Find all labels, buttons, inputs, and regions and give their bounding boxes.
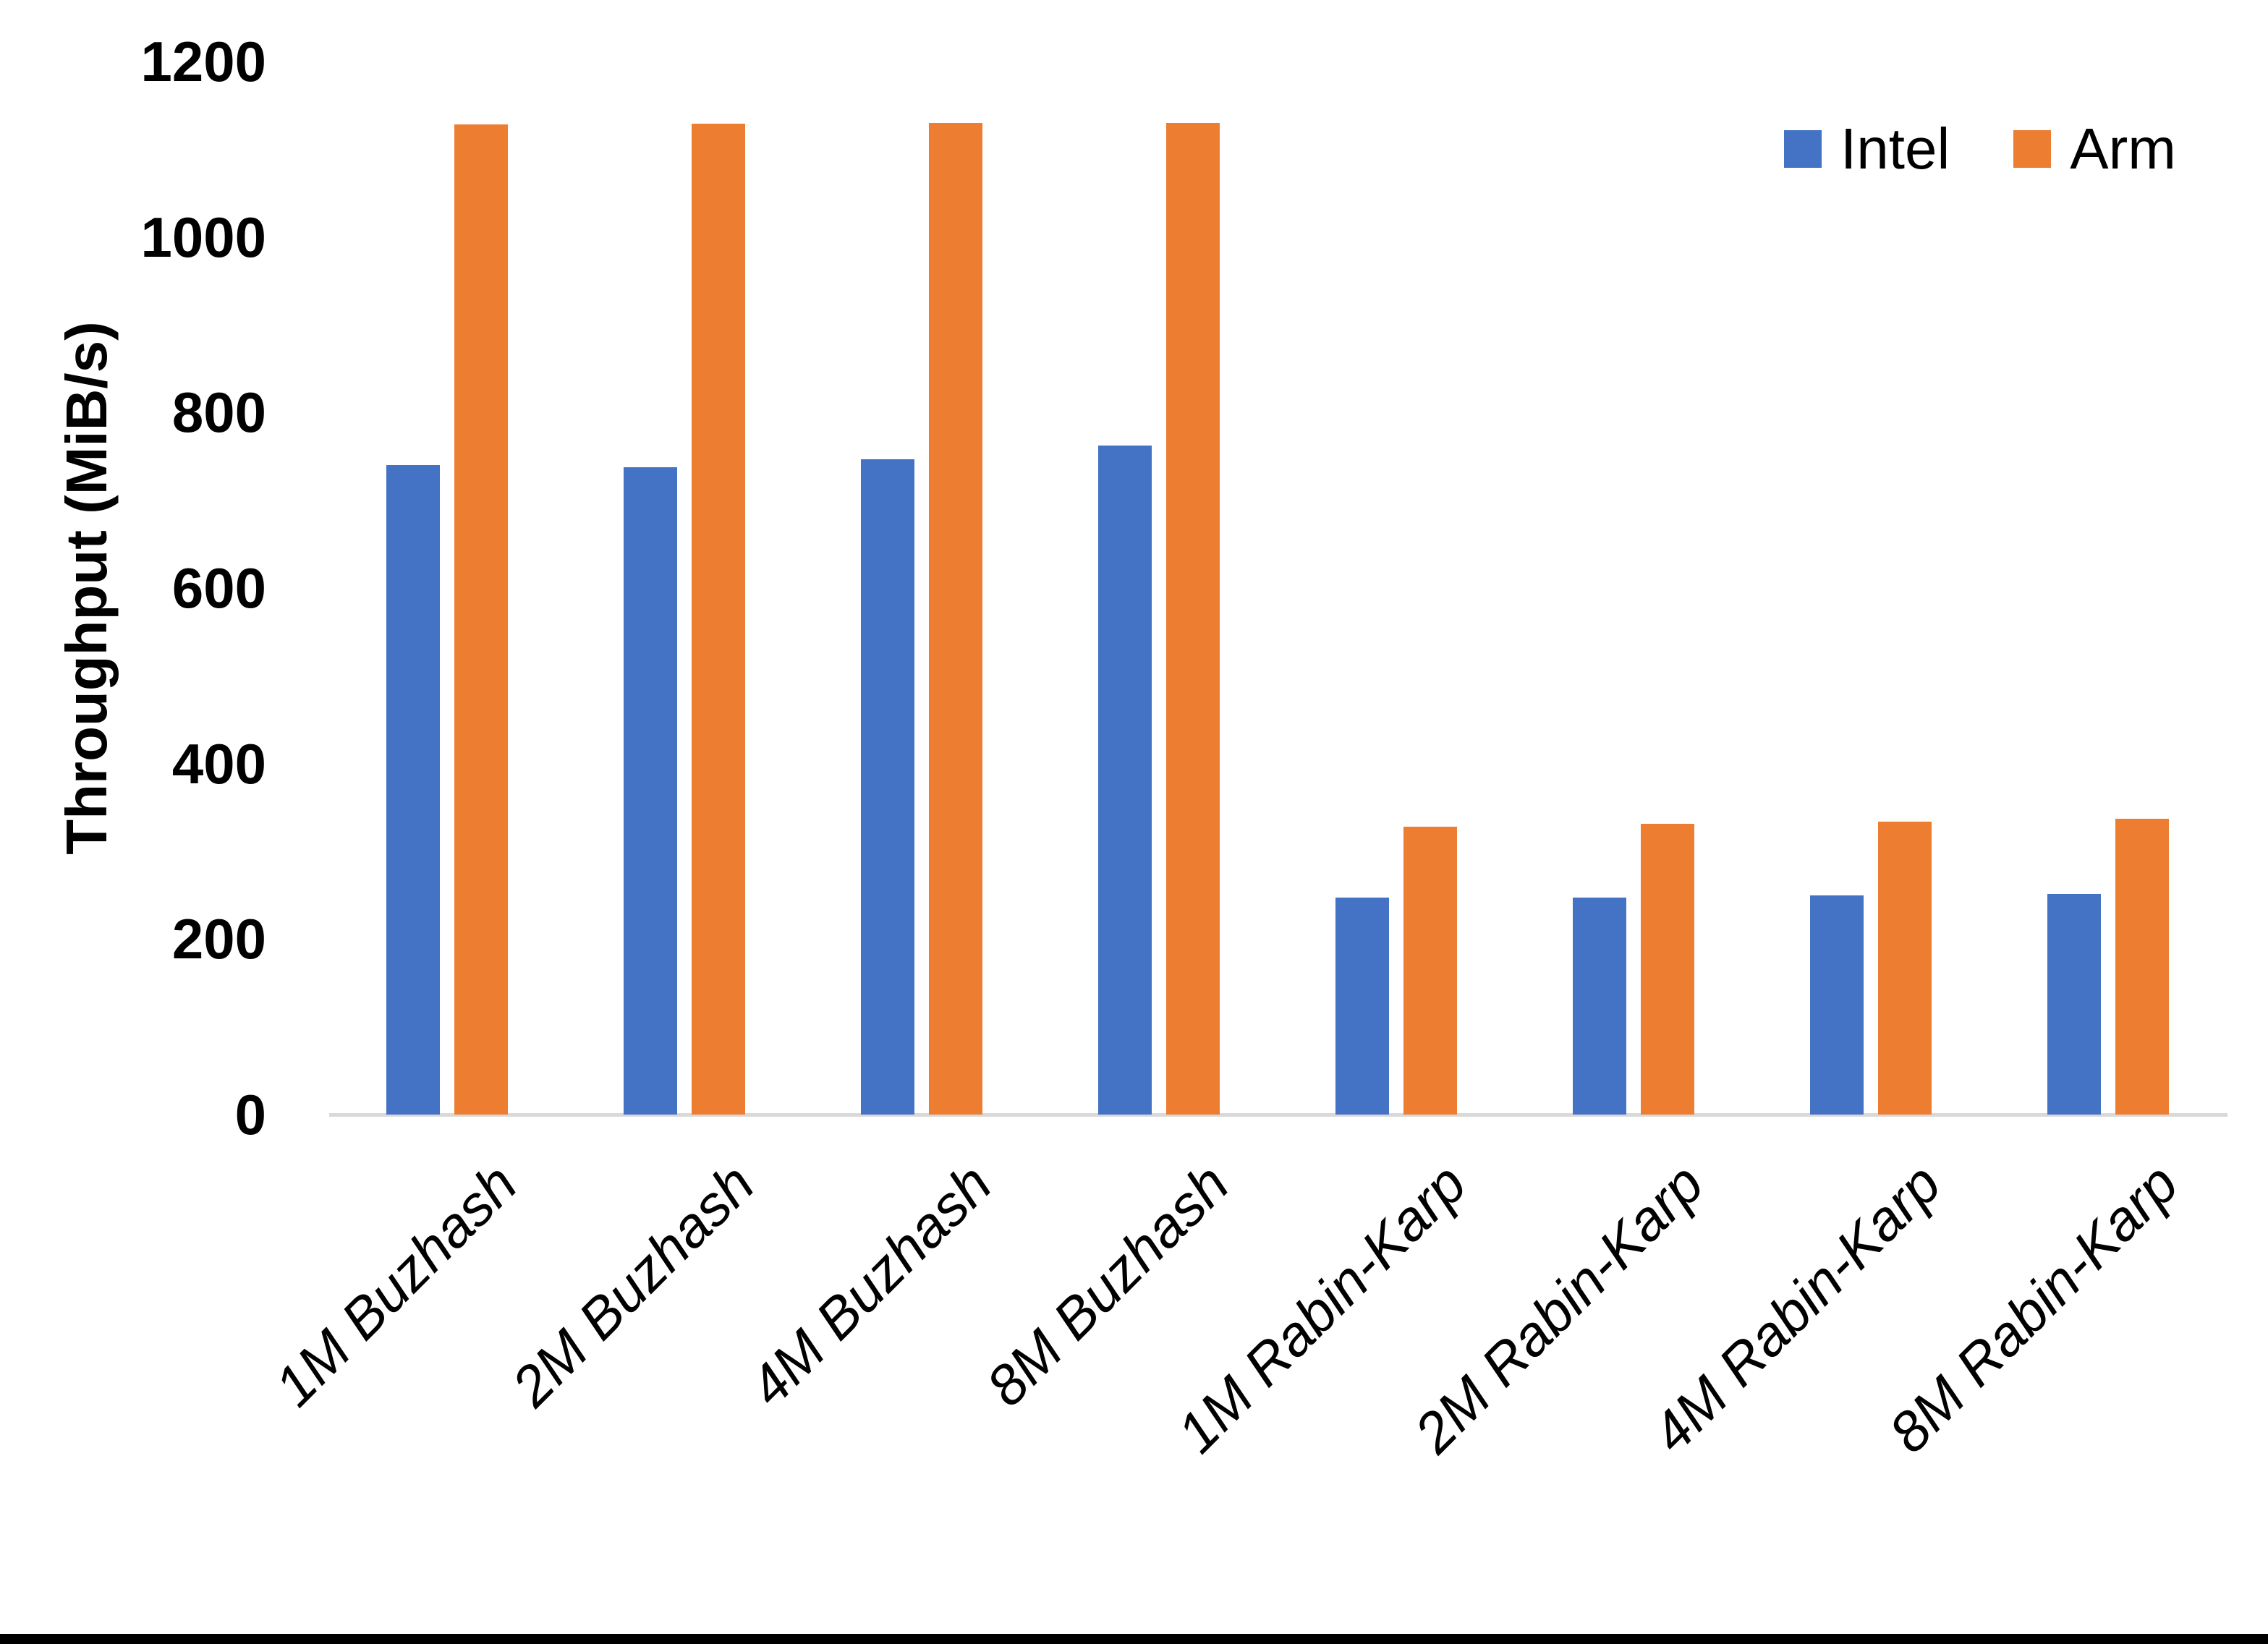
- bar-arm-8m-buzhash: [1166, 122, 1220, 1115]
- bar-intel-2m-buzhash: [624, 467, 677, 1115]
- plot-area: [329, 61, 2227, 1115]
- x-category-label-8m-buzhash: 8M Buzhash: [974, 1151, 1241, 1418]
- bar-arm-1m-rabin-karp: [1403, 827, 1457, 1115]
- bottom-border: [0, 1634, 2268, 1644]
- legend-item-intel: Intel: [1784, 114, 1950, 184]
- legend-label-arm: Arm: [2070, 116, 2176, 181]
- bar-arm-2m-buzhash: [692, 124, 745, 1115]
- legend-swatch-arm: [2013, 130, 2052, 168]
- y-tick-label-600: 600: [171, 556, 266, 620]
- y-tick-label-800: 800: [171, 380, 266, 445]
- legend-label-intel: Intel: [1840, 116, 1950, 181]
- bar-arm-4m-buzhash: [929, 122, 982, 1115]
- x-category-label-2m-buzhash: 2M Buzhash: [499, 1151, 767, 1418]
- bar-arm-4m-rabin-karp: [1878, 821, 1932, 1115]
- legend-item-arm: Arm: [2013, 114, 2176, 184]
- y-tick-label-400: 400: [171, 731, 266, 796]
- x-axis-line: [329, 1113, 2227, 1117]
- x-category-label-4m-buzhash: 4M Buzhash: [736, 1151, 1004, 1418]
- bar-intel-8m-buzhash: [1098, 446, 1152, 1115]
- y-tick-label-0: 0: [234, 1083, 266, 1146]
- x-category-label-1m-buzhash: 1M Buzhash: [262, 1151, 530, 1418]
- bar-arm-8m-rabin-karp: [2115, 819, 2169, 1115]
- x-category-label-4m-rabin-karp: 4M Rabin-Karp: [1639, 1151, 1953, 1465]
- x-category-label-1m-rabin-karp: 1M Rabin-Karp: [1165, 1151, 1479, 1465]
- y-tick-label-200: 200: [171, 907, 266, 971]
- bar-intel-8m-rabin-karp: [2047, 894, 2101, 1115]
- legend: Intel Arm: [1784, 114, 2176, 184]
- x-category-label-8m-rabin-karp: 8M Rabin-Karp: [1877, 1151, 2191, 1465]
- y-tick-label-1200: 1200: [140, 30, 266, 93]
- bar-arm-2m-rabin-karp: [1641, 824, 1694, 1115]
- bar-intel-2m-rabin-karp: [1573, 898, 1626, 1115]
- bar-intel-1m-buzhash: [386, 465, 440, 1115]
- x-category-label-2m-rabin-karp: 2M Rabin-Karp: [1402, 1151, 1716, 1465]
- legend-swatch-intel: [1784, 130, 1822, 168]
- bar-intel-4m-buzhash: [861, 459, 914, 1115]
- y-tick-label-1000: 1000: [140, 205, 266, 269]
- bar-intel-1m-rabin-karp: [1335, 898, 1389, 1115]
- bar-intel-4m-rabin-karp: [1810, 895, 1864, 1115]
- bar-arm-1m-buzhash: [454, 124, 508, 1115]
